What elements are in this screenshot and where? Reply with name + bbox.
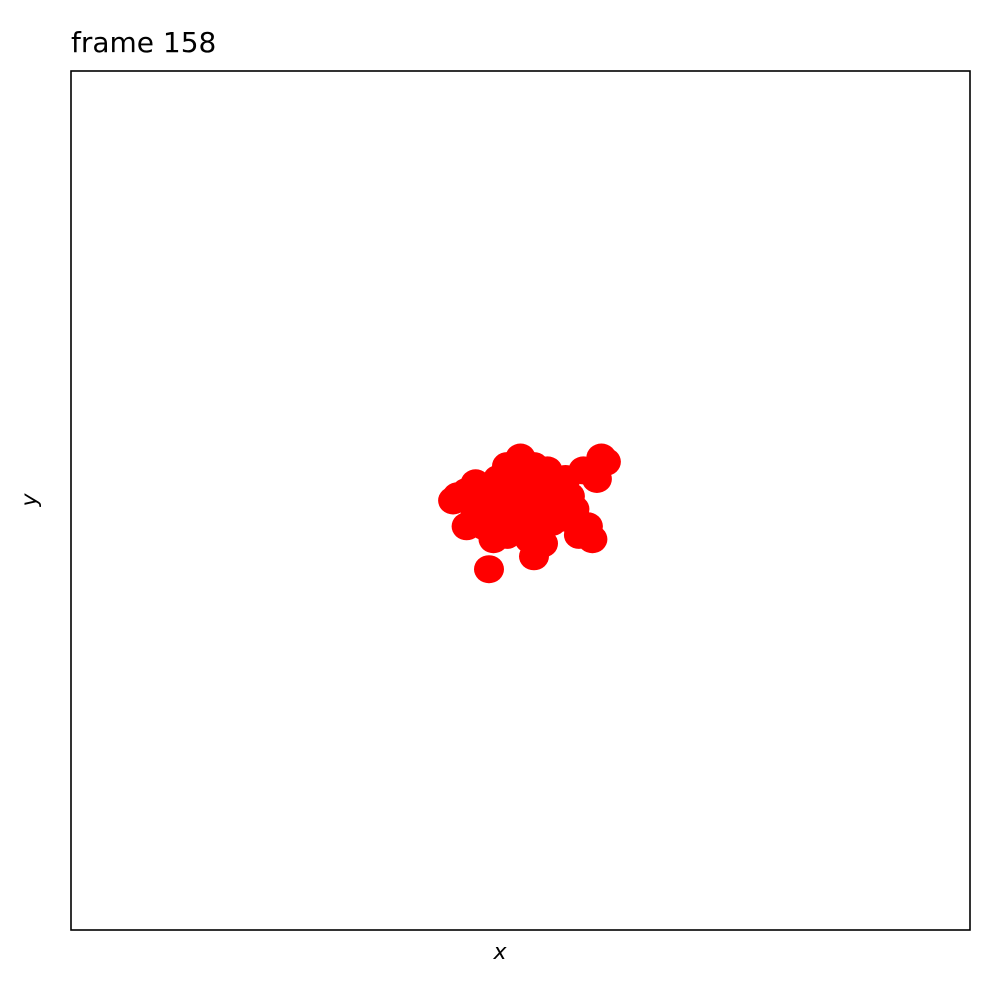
x-axis-label: x (493, 940, 507, 965)
chart-title: frame 158 (71, 26, 217, 59)
scatter-points (438, 443, 621, 584)
scatter-point-38 (577, 525, 608, 554)
scatter-point-40 (492, 520, 522, 549)
scatter-point-13 (438, 486, 469, 515)
scatter-point-44 (474, 555, 504, 584)
axes-frame (70, 70, 971, 931)
y-axis-label: y (17, 493, 43, 507)
scatter-point-43 (519, 542, 549, 571)
